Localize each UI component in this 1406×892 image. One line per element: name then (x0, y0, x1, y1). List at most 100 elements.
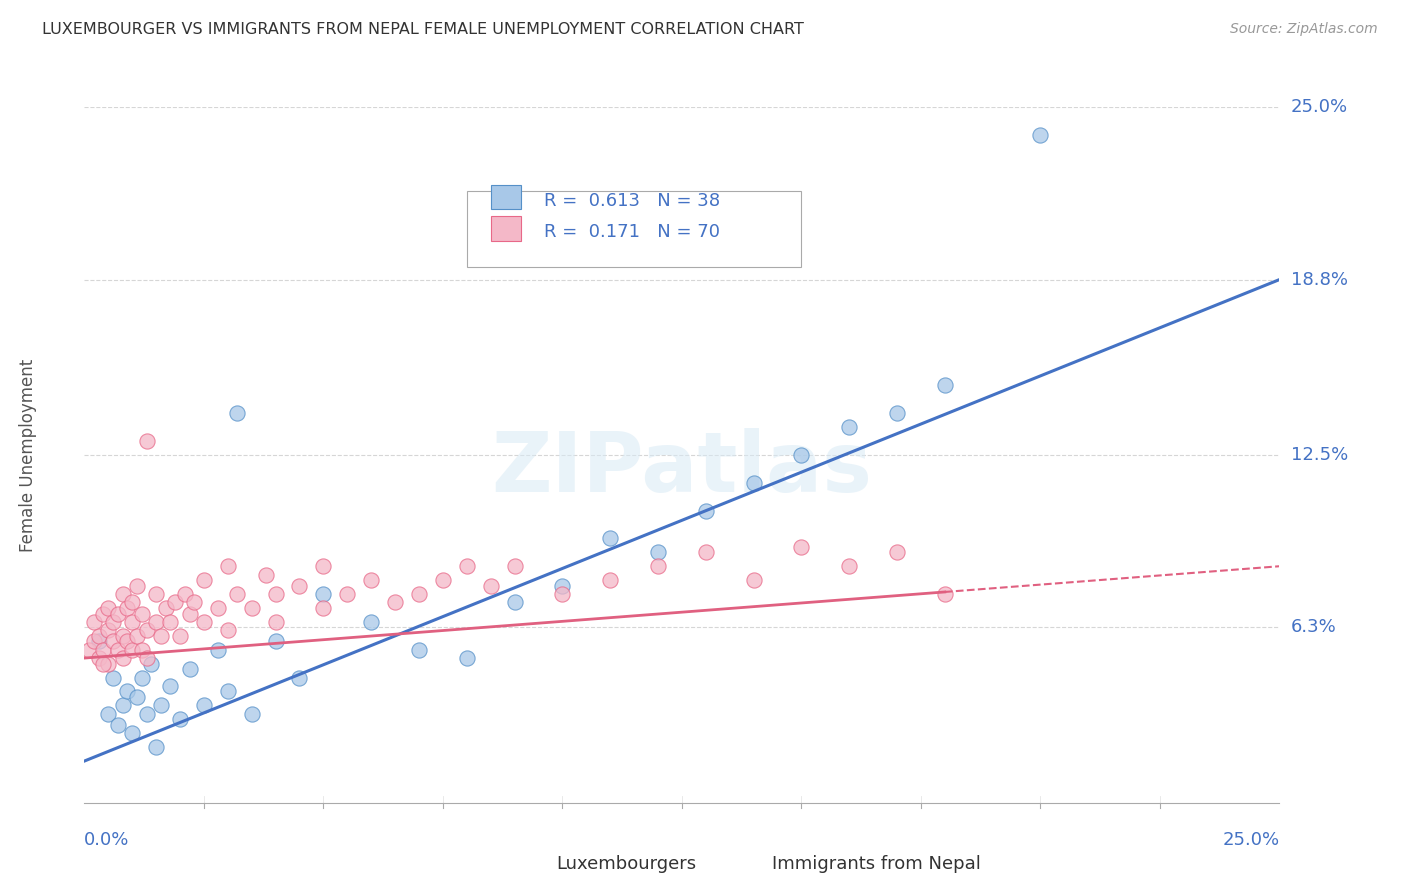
Point (217, 624, 239, 638)
Text: Source: ZipAtlas.com: Source: ZipAtlas.com (1230, 22, 1378, 37)
Point (408, 642, 430, 657)
Point (886, 545, 908, 559)
Point (111, 629, 134, 643)
Point (193, 615, 215, 629)
Text: 25.0%: 25.0% (1291, 98, 1348, 116)
Point (288, 671, 311, 685)
Point (838, 559, 860, 574)
Point (934, 378, 956, 392)
Text: 0.0%: 0.0% (84, 830, 129, 848)
Point (145, 740, 167, 755)
Point (93, 607, 115, 621)
Point (217, 684, 239, 698)
Point (135, 706, 157, 721)
FancyBboxPatch shape (491, 216, 520, 241)
Point (107, 718, 129, 732)
Point (886, 406, 908, 420)
Point (456, 559, 478, 574)
Point (312, 559, 335, 574)
Point (1029, 128, 1052, 142)
Point (479, 579, 502, 593)
Point (169, 712, 191, 726)
Point (254, 567, 277, 582)
FancyBboxPatch shape (515, 856, 544, 874)
Point (179, 662, 201, 676)
Point (135, 624, 157, 638)
Point (647, 545, 669, 559)
Point (97, 706, 120, 721)
Point (93, 657, 115, 671)
Point (87, 651, 110, 665)
Point (111, 651, 134, 665)
Point (159, 679, 181, 693)
Point (125, 629, 148, 643)
Point (456, 651, 478, 665)
Point (240, 706, 263, 721)
Text: R =  0.613   N = 38: R = 0.613 N = 38 (544, 192, 721, 210)
Point (149, 698, 172, 713)
Point (790, 540, 813, 554)
Point (183, 595, 205, 609)
Text: 25.0%: 25.0% (1222, 830, 1279, 848)
Point (165, 595, 187, 609)
Point (131, 671, 153, 685)
Point (408, 587, 430, 601)
Point (695, 545, 717, 559)
Point (111, 587, 134, 601)
Point (336, 587, 359, 601)
Point (240, 601, 263, 615)
Point (599, 573, 621, 587)
FancyBboxPatch shape (491, 185, 520, 210)
Point (101, 615, 124, 629)
Point (141, 657, 163, 671)
Point (432, 573, 454, 587)
Text: Luxembourgers: Luxembourgers (557, 855, 696, 873)
Point (264, 615, 287, 629)
Point (173, 587, 195, 601)
Point (207, 601, 229, 615)
Point (159, 615, 181, 629)
Point (217, 559, 239, 574)
Point (226, 406, 249, 420)
Point (838, 420, 860, 434)
Point (312, 587, 335, 601)
Point (264, 587, 287, 601)
Point (135, 651, 157, 665)
Text: LUXEMBOURGER VS IMMIGRANTS FROM NEPAL FEMALE UNEMPLOYMENT CORRELATION CHART: LUXEMBOURGER VS IMMIGRANTS FROM NEPAL FE… (42, 22, 804, 37)
Point (503, 559, 526, 574)
Point (125, 579, 148, 593)
Point (742, 573, 765, 587)
Point (695, 503, 717, 517)
Point (288, 579, 311, 593)
Point (121, 642, 143, 657)
Point (145, 615, 167, 629)
Point (360, 615, 382, 629)
Point (117, 634, 139, 648)
Point (790, 448, 813, 462)
Point (111, 698, 134, 713)
Point (264, 634, 287, 648)
Point (647, 559, 669, 574)
Point (742, 475, 765, 490)
Point (169, 629, 191, 643)
Point (193, 698, 215, 713)
Point (87, 629, 110, 643)
Point (551, 579, 574, 593)
Point (193, 573, 215, 587)
Point (207, 642, 229, 657)
Point (135, 434, 157, 448)
Text: Immigrants from Nepal: Immigrants from Nepal (772, 855, 980, 873)
Point (934, 587, 956, 601)
Point (97, 624, 120, 638)
Point (83, 615, 105, 629)
Point (121, 615, 143, 629)
Point (155, 601, 177, 615)
Point (384, 595, 406, 609)
Point (149, 629, 172, 643)
Point (226, 587, 249, 601)
Text: Female Unemployment: Female Unemployment (18, 359, 37, 551)
Point (145, 587, 167, 601)
Point (125, 690, 148, 704)
Point (87, 634, 110, 648)
Point (107, 607, 129, 621)
